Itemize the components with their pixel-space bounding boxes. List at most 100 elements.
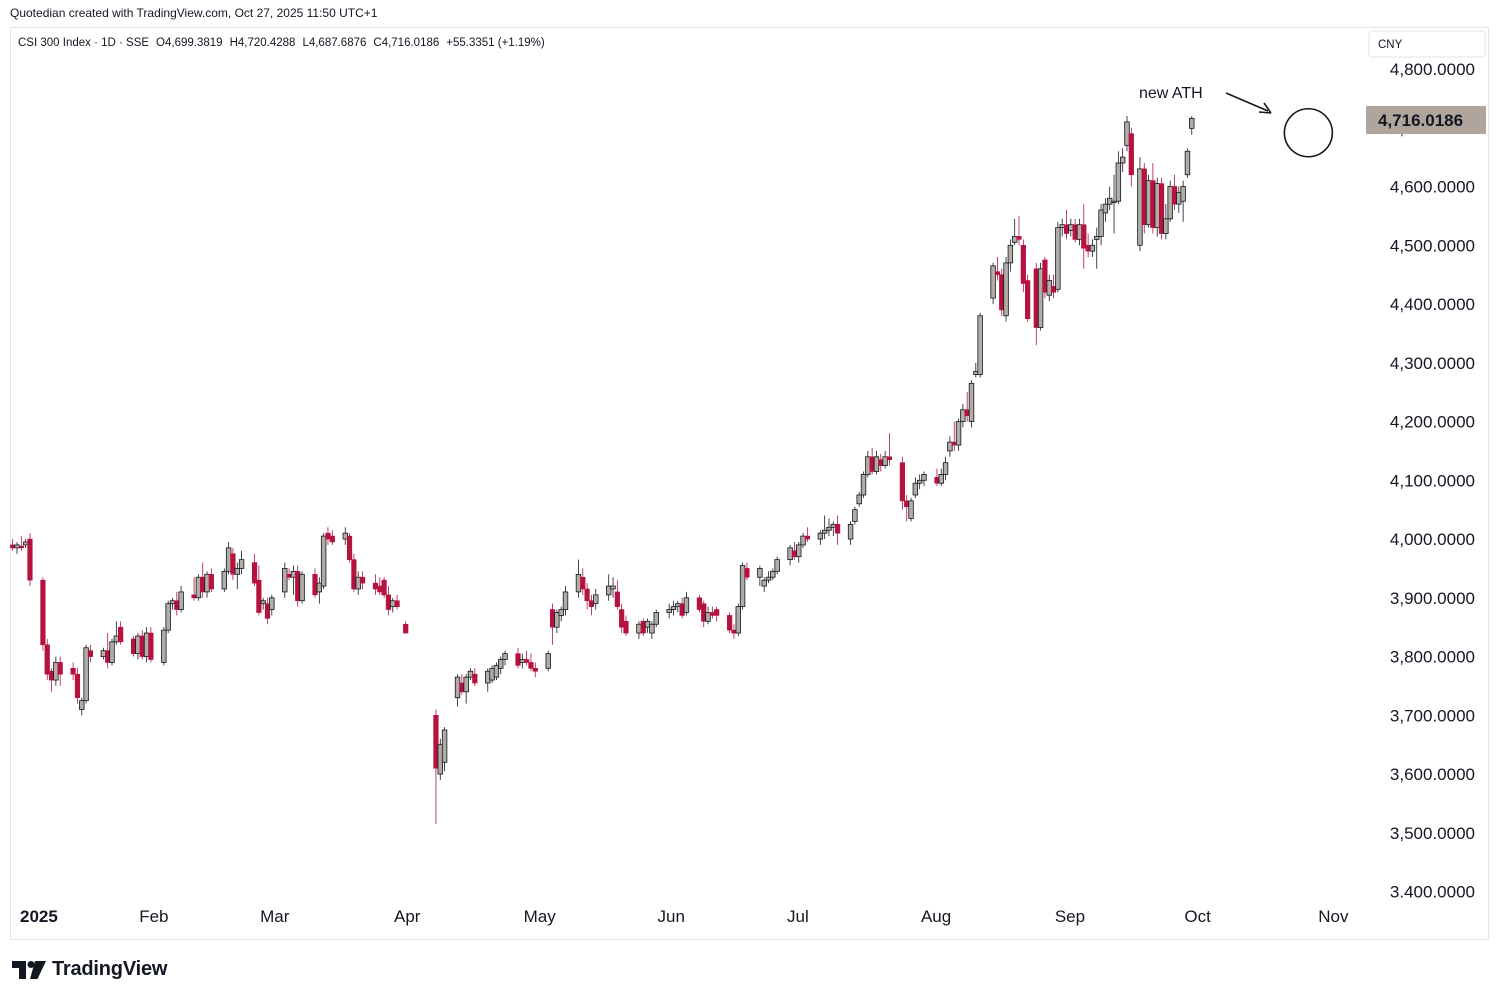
candle-body (74, 673, 81, 698)
time-axis[interactable]: 2025 Feb Mar Apr May Jun Jul Aug Sep Oct Nov (20, 907, 1349, 926)
candle-up (1055, 221, 1061, 293)
price-tick-label: 4,000.0000 (1390, 530, 1475, 549)
candle-body (390, 600, 396, 608)
candle-up (1098, 204, 1104, 246)
candle-body (351, 559, 357, 590)
ath-arrow-line (1225, 92, 1269, 112)
candle-down (744, 562, 750, 581)
candle-up (498, 656, 504, 675)
candle-body (178, 591, 184, 610)
candle-up (463, 674, 469, 704)
candle-body (575, 573, 582, 593)
candle-up (562, 586, 569, 616)
currency-label: CNY (1378, 39, 1403, 51)
candle-down (1016, 215, 1022, 246)
candle-body (670, 606, 677, 610)
candle-up (653, 609, 659, 628)
candle-up (22, 539, 29, 548)
price-tick-label: 4,400.0000 (1390, 295, 1475, 314)
candle-body (18, 545, 24, 549)
candle-up (14, 541, 20, 554)
candle-down (312, 568, 318, 598)
candle-body (1184, 150, 1191, 176)
candle-body (135, 635, 141, 655)
candle-body (1098, 209, 1104, 237)
candle-body (57, 662, 63, 675)
candle-body (882, 456, 888, 467)
candle-body (377, 585, 383, 593)
candle-up (847, 521, 854, 545)
candle-body (847, 523, 854, 540)
ohlc-value: H4,720.4288 (230, 37, 296, 49)
candle-body (459, 682, 465, 693)
candle-down (1063, 210, 1070, 240)
candle-body (705, 612, 711, 622)
candle-up (558, 606, 564, 622)
candle-body (1094, 236, 1100, 240)
candle-body (251, 562, 258, 584)
candle-body (299, 573, 305, 602)
candle-up (441, 727, 448, 772)
candle-up (1145, 174, 1152, 228)
candle-body (666, 609, 672, 613)
candle-body (100, 650, 107, 657)
candle-up (143, 627, 150, 663)
candle-body (493, 664, 500, 678)
chart-frame (10, 27, 1489, 940)
candle-body (312, 574, 318, 596)
candle-up (204, 571, 210, 598)
candle-body (731, 629, 737, 634)
candle-body (886, 456, 893, 461)
candle-body (105, 650, 111, 663)
candle-body (528, 662, 534, 669)
candle-body (269, 597, 275, 610)
candle-down (10, 539, 16, 551)
candle-body (131, 638, 137, 654)
candle-down (1150, 163, 1156, 234)
currency-box[interactable] (1368, 30, 1486, 58)
candle-body (1089, 244, 1096, 252)
candle-body (791, 550, 798, 557)
time-tick-label: Sep (1055, 907, 1085, 926)
candle-up (644, 618, 651, 634)
candle-down (377, 577, 383, 595)
candle-down (549, 603, 556, 645)
candle-body (878, 459, 884, 466)
candlestick-chart[interactable]: CSI 300 Index · 1D · SSE O4,699.3819 H4,72… (0, 0, 1499, 945)
candle-down (329, 530, 335, 545)
candle-body (79, 700, 85, 710)
tradingview-brand: TradingView (52, 958, 168, 980)
candle-body (1119, 156, 1126, 164)
candle-down (148, 627, 154, 663)
price-axis[interactable]: 4,800.00004,700.00004,600.00004,500.0000… (1390, 60, 1475, 902)
candle-up (1107, 186, 1113, 211)
candle-body (584, 588, 590, 602)
candle-body (256, 579, 262, 613)
candle-body (1167, 186, 1173, 220)
candle-up (955, 418, 962, 451)
candle-up (234, 562, 240, 589)
candle-down (1050, 274, 1057, 299)
candle-up (1068, 218, 1074, 237)
candle-up (757, 565, 763, 587)
candle-up (545, 650, 551, 672)
price-tick-label: 4,100.0000 (1390, 471, 1475, 490)
candle-body (714, 609, 720, 616)
tradingview-logo-icon (12, 960, 46, 979)
candle-up (1111, 174, 1117, 234)
candle-body (934, 477, 940, 484)
candle-body (610, 585, 616, 590)
candle-down (57, 656, 63, 686)
candle-down (904, 494, 910, 522)
candle-body (904, 500, 910, 508)
candle-down (433, 709, 439, 825)
candle-body (558, 609, 564, 616)
candle-body (1145, 180, 1152, 226)
candle-body (441, 729, 448, 763)
candle-up (195, 574, 202, 601)
candle-up (960, 403, 966, 428)
price-tick-label: 4,300.0000 (1390, 354, 1475, 373)
candle-down (1171, 174, 1178, 211)
candle-body (994, 271, 1001, 275)
candle-body (964, 409, 970, 416)
